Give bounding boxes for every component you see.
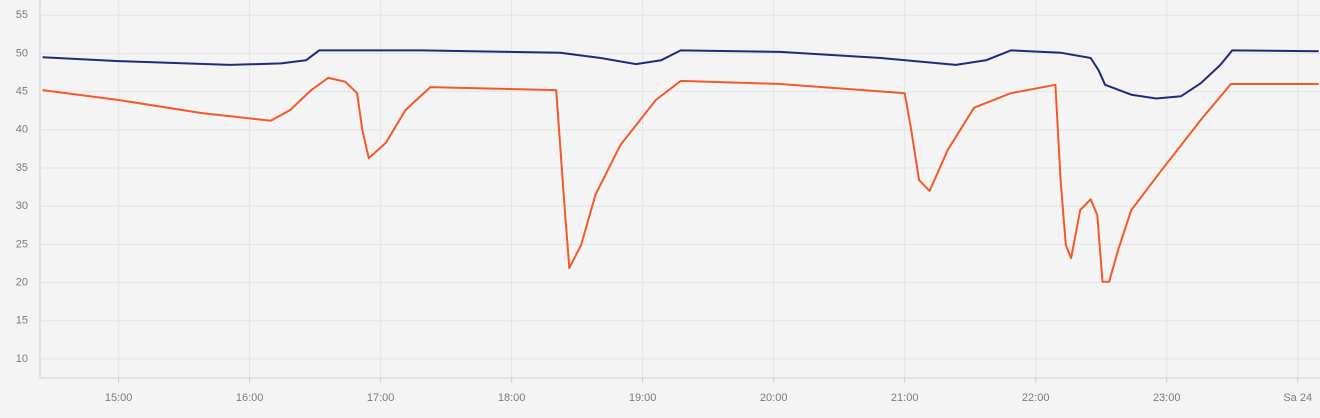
y-tick-label: 50	[16, 47, 28, 59]
y-tick-label: 25	[16, 238, 28, 250]
x-tick-label: 22:00	[1022, 392, 1050, 404]
y-tick-label: 15	[16, 315, 28, 327]
x-tick-label: 18:00	[498, 392, 526, 404]
x-tick-label: 19:00	[629, 392, 657, 404]
y-tick-label: 40	[16, 124, 28, 136]
y-tick-label: 10	[16, 353, 28, 365]
series-line	[42, 76, 1319, 283]
x-tick-label: 23:00	[1153, 392, 1181, 404]
series-line	[42, 49, 1319, 100]
x-tick-label: 16:00	[236, 392, 264, 404]
x-tick-label: Sa 24	[1283, 392, 1312, 404]
x-tick-label: 21:00	[891, 392, 919, 404]
x-tick-label: 20:00	[760, 392, 788, 404]
y-tick-label: 35	[16, 162, 28, 174]
y-tick-label: 30	[16, 200, 28, 212]
y-tick-label: 20	[16, 276, 28, 288]
x-tick-label: 17:00	[367, 392, 395, 404]
y-tick-label: 55	[16, 9, 28, 21]
y-tick-label: 45	[16, 86, 28, 98]
x-tick-label: 15:00	[105, 392, 133, 404]
